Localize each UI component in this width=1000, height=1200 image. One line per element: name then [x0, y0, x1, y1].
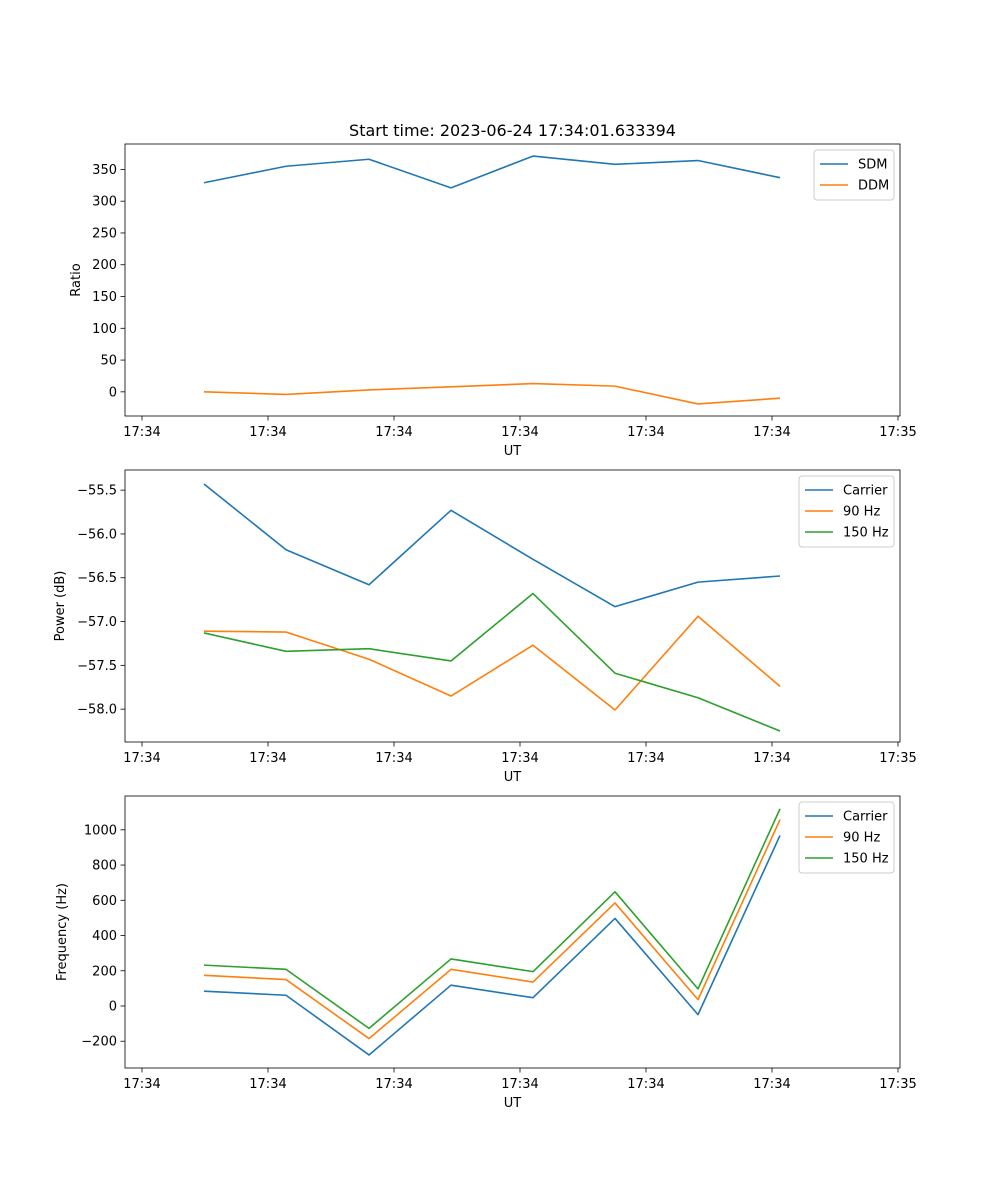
- y-tick-label: −56.5: [77, 571, 117, 586]
- series-line-carrier: [203, 483, 781, 608]
- chart-panel-3: 17:34 17:34 17:34 17:34 17:34 17:34 17:35 −200 0…: [55, 795, 917, 1111]
- axes-frame: [124, 143, 901, 417]
- x-tick-label: 17:34: [123, 1077, 160, 1092]
- y-tick-label: −57.0: [77, 615, 117, 630]
- x-tick-label: 17:34: [123, 751, 160, 766]
- y-tick-label: 350: [92, 163, 117, 178]
- series-line-ddm: [203, 382, 781, 405]
- x-tick-label: 17:35: [879, 1077, 916, 1092]
- plot-area: [125, 144, 900, 416]
- x-axis-label: UT: [504, 1096, 522, 1111]
- series-line-90-hz: [203, 615, 781, 711]
- legend: SDM DDM: [813, 149, 895, 201]
- y-tick-label: 800: [92, 859, 117, 874]
- x-tick-label: 17:34: [501, 1077, 538, 1092]
- legend-label: 90 Hz: [843, 505, 880, 520]
- legend-box: [798, 801, 895, 874]
- x-axis-label: UT: [504, 770, 522, 785]
- x-tick-label: 17:34: [753, 1077, 790, 1092]
- y-tick-label: −57.5: [77, 659, 117, 674]
- x-tick-label: 17:34: [501, 751, 538, 766]
- y-tick-label: 250: [92, 226, 117, 241]
- x-tick-label: 17:34: [375, 425, 412, 440]
- x-tick-label: 17:34: [123, 425, 160, 440]
- y-tick-label: −56.0: [77, 527, 117, 542]
- axes-frame: [124, 795, 901, 1069]
- plot-area: [125, 470, 900, 742]
- chart-panel-2: 17:34 17:34 17:34 17:34 17:34 17:34 17:35 −58.0…: [53, 469, 917, 785]
- x-axis-label: UT: [504, 444, 522, 459]
- y-axis-label: Frequency (Hz): [55, 883, 70, 981]
- legend: Carrier 90 Hz 150 Hz: [798, 475, 895, 548]
- y-tick-label: −200: [81, 1035, 117, 1050]
- legend-label: Carrier: [843, 810, 888, 825]
- x-tick-label: 17:34: [753, 425, 790, 440]
- y-tick-label: 1000: [84, 823, 117, 838]
- y-tick-label: 150: [92, 290, 117, 305]
- y-tick-label: 0: [109, 385, 117, 400]
- y-axis-label: Ratio: [69, 263, 84, 296]
- x-tick-label: 17:34: [627, 751, 664, 766]
- y-axis-label: Power (dB): [53, 571, 68, 642]
- legend-label: 90 Hz: [843, 831, 880, 846]
- y-tick-label: 300: [92, 195, 117, 210]
- series-line-150-hz: [203, 808, 781, 1030]
- y-tick-label: 200: [92, 964, 117, 979]
- x-tick-label: 17:34: [501, 425, 538, 440]
- legend-label: DDM: [858, 179, 889, 194]
- x-tick-label: 17:34: [627, 425, 664, 440]
- legend-label: SDM: [858, 158, 887, 173]
- y-tick-label: 0: [109, 999, 117, 1014]
- series-line-carrier: [203, 835, 781, 1056]
- y-tick-label: −55.5: [77, 484, 117, 499]
- y-tick-label: 100: [92, 322, 117, 337]
- x-tick-label: 17:34: [249, 1077, 286, 1092]
- legend-box: [798, 475, 895, 548]
- x-tick-label: 17:34: [753, 751, 790, 766]
- y-tick-label: 200: [92, 258, 117, 273]
- legend-label: 150 Hz: [843, 852, 889, 867]
- axes-frame: [124, 469, 901, 743]
- figure-title: Start time: 2023-06-24 17:34:01.633394: [349, 121, 676, 140]
- y-tick-label: −58.0: [77, 703, 117, 718]
- x-tick-label: 17:34: [627, 1077, 664, 1092]
- legend: Carrier 90 Hz 150 Hz: [798, 801, 895, 874]
- x-tick-label: 17:35: [879, 751, 916, 766]
- x-tick-label: 17:34: [375, 751, 412, 766]
- legend-box: [813, 149, 895, 201]
- x-tick-label: 17:34: [375, 1077, 412, 1092]
- legend-label: Carrier: [843, 484, 888, 499]
- x-tick-label: 17:34: [249, 751, 286, 766]
- y-tick-label: 400: [92, 929, 117, 944]
- plot-area: [125, 796, 900, 1068]
- x-tick-label: 17:34: [249, 425, 286, 440]
- series-line-150-hz: [203, 592, 781, 732]
- series-line-90-hz: [203, 819, 781, 1040]
- series-line-sdm: [203, 155, 781, 189]
- chart-panel-1: 17:34 17:34 17:34 17:34 17:34 17:34 17:35 0 50 10…: [69, 143, 917, 459]
- legend-label: 150 Hz: [843, 526, 889, 541]
- y-tick-label: 50: [100, 354, 117, 369]
- x-tick-label: 17:35: [879, 425, 916, 440]
- y-tick-label: 600: [92, 894, 117, 909]
